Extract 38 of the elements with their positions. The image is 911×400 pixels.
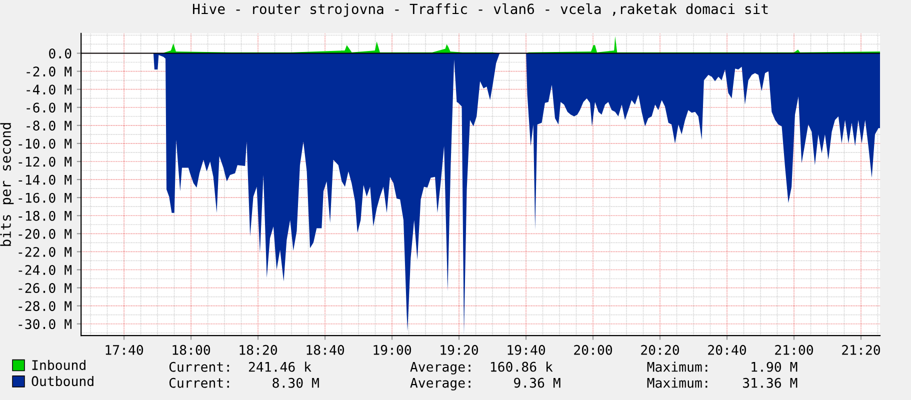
text: Average: 160.86 k — [410, 362, 553, 374]
y-tick-label: -14.0 M — [18, 174, 72, 185]
legend-label: Inbound — [32, 360, 86, 370]
text: Average: 9.36 M — [410, 378, 560, 390]
y-axis-title: bits per second — [0, 123, 14, 246]
y-tick-label: -22.0 M — [18, 246, 72, 257]
text: Maximum: 31.36 M — [647, 378, 798, 388]
y-tick-label: -8.0 M — [26, 120, 72, 131]
x-tick-label: 20:20 — [641, 344, 680, 355]
text: Current: 241.46 k — [169, 362, 312, 372]
x-tick-label: 20:00 — [574, 344, 612, 355]
y-tick-label: -6.0 M — [26, 102, 72, 113]
x-tick-label: 21:00 — [775, 344, 814, 355]
x-tick-label: 19:40 — [508, 344, 546, 355]
x-tick-label: 19:20 — [440, 344, 478, 355]
y-tick-label: -10.0 M — [18, 138, 72, 149]
y-tick-label: -30.0 M — [18, 319, 72, 330]
y-tick-label: -16.0 M — [18, 192, 72, 203]
y-tick-label: -28.0 M — [18, 301, 72, 312]
text: Current: 8.30 M — [169, 378, 319, 388]
legend-label: Outbound — [32, 376, 94, 386]
x-tick-label: 18:40 — [306, 344, 344, 355]
x-tick-label: 18:00 — [172, 344, 210, 355]
x-tick-label: 18:20 — [240, 344, 278, 355]
x-tick-label: 17:40 — [106, 344, 144, 355]
y-tick-label: -12.0 M — [18, 156, 72, 167]
y-tick-label: 0.0 — [49, 48, 72, 58]
y-tick-label: -26.0 M — [18, 283, 72, 294]
y-tick-label: -20.0 M — [18, 228, 72, 239]
chart-title: Hive - router strojovna - Traffic - vlan6 - vcela ,raketak domaci sit — [193, 3, 768, 17]
y-tick-label: -2.0 M — [26, 66, 72, 77]
x-tick-label: 19:00 — [374, 344, 412, 355]
x-tick-label: 20:40 — [708, 344, 746, 355]
y-tick-label: -4.0 M — [26, 84, 72, 95]
text: Maximum: 1.90 M — [647, 362, 798, 372]
x-tick-label: 21:20 — [842, 344, 880, 355]
y-tick-label: -24.0 M — [18, 265, 72, 275]
y-tick-label: -18.0 M — [18, 210, 72, 221]
